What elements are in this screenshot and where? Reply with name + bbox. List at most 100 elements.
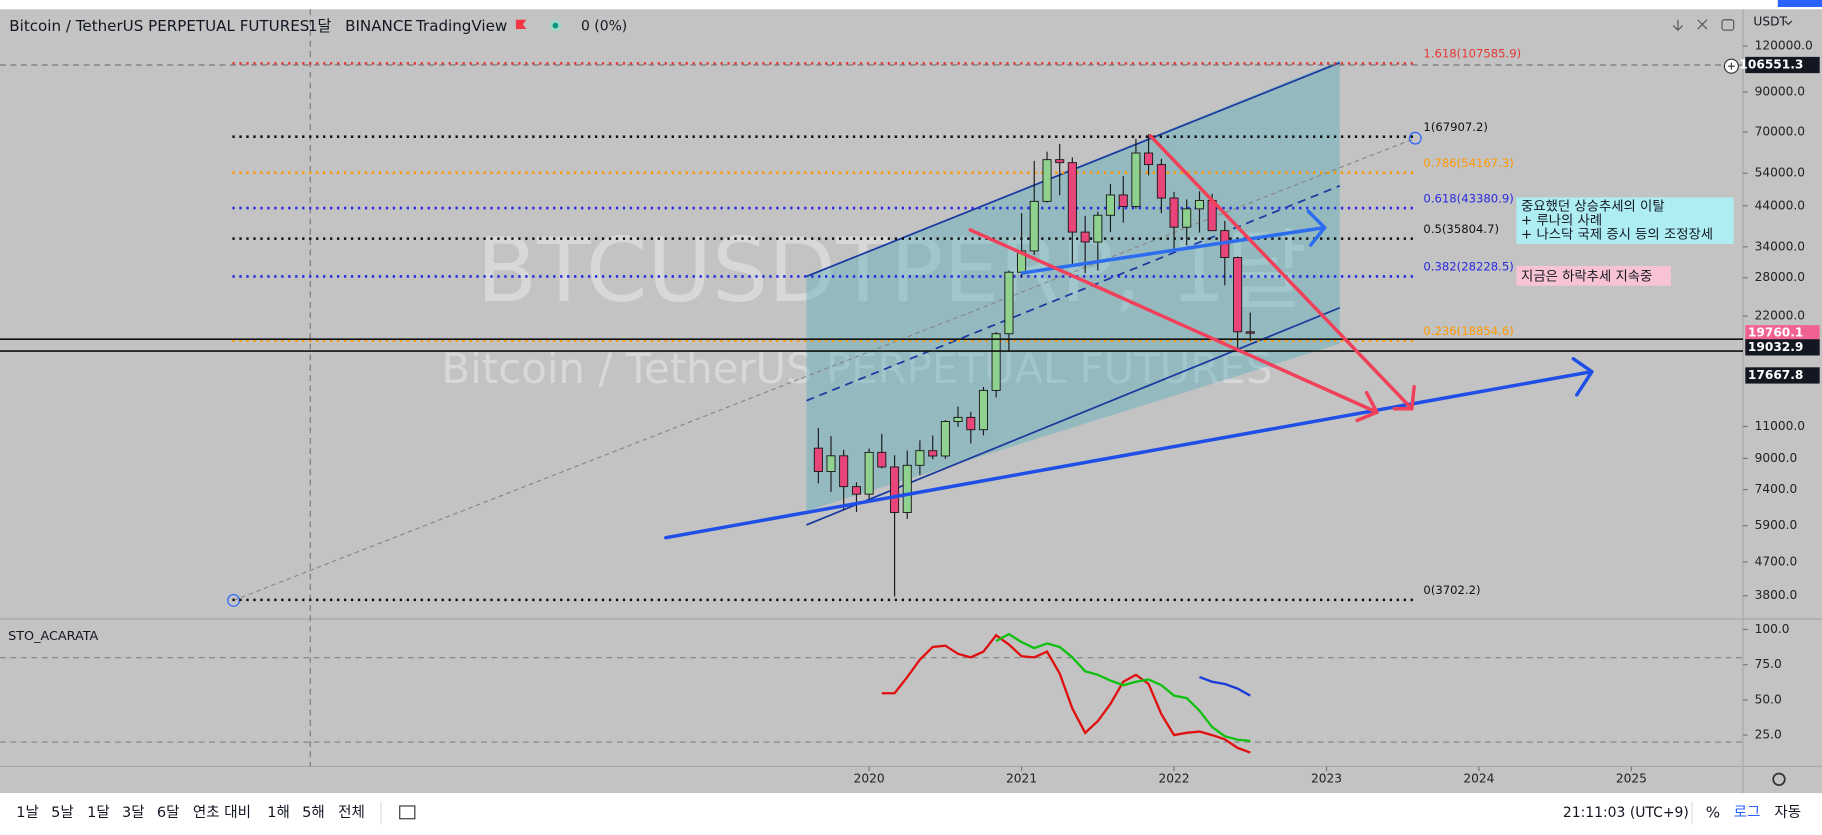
candle-body (1004, 271, 1014, 335)
price-tag-label: 17667.8 (1748, 368, 1804, 382)
candle-body (928, 450, 938, 457)
fib-label: 1.618(107585.9) (1423, 47, 1521, 61)
candle-body (1055, 159, 1065, 164)
y-tick-label: 9000.0 (1755, 451, 1798, 465)
candle-body (826, 455, 836, 472)
watermark-ticker: BTCUSDTPERP, 1달 (476, 219, 1307, 322)
x-tick-label: 2023 (1311, 772, 1342, 786)
candle-body (1233, 257, 1243, 333)
x-tick-label: 2020 (854, 772, 885, 786)
fib-label: 0.786(54167.3) (1423, 156, 1513, 170)
candle-body (1194, 199, 1205, 210)
candle-body (940, 421, 950, 457)
note-box (1516, 197, 1734, 244)
maximize-icon[interactable] (1721, 19, 1735, 31)
bottom-toolbar (0, 793, 1822, 835)
indicator-line (995, 632, 1251, 743)
interval[interactable]: 1달 (308, 17, 332, 35)
candle-body (978, 389, 989, 431)
settings-icon[interactable] (1772, 772, 1786, 786)
x-tick-label: 2025 (1616, 772, 1647, 786)
y-tick-label: 120000.0 (1755, 39, 1813, 53)
y-tick-label: 34000.0 (1755, 239, 1805, 253)
fib-trend-line (233, 137, 1416, 601)
range-button[interactable]: 3달 (122, 804, 145, 821)
plus-icon (1727, 62, 1735, 70)
arrow-red-steep (1148, 134, 1416, 411)
y-tick-label: 44000.0 (1755, 198, 1805, 212)
candle-body (851, 486, 862, 495)
candle-body (890, 466, 900, 513)
y-tick-label: 75.0 (1755, 657, 1782, 671)
percent-toggle[interactable]: % (1706, 803, 1720, 821)
indicator-title: STO_ACARATA (8, 629, 98, 644)
price-tag (1745, 339, 1820, 356)
price-tag (1745, 367, 1820, 384)
down-icon[interactable] (1672, 19, 1683, 32)
y-tick-label: 22000.0 (1755, 309, 1805, 323)
y-tick-label: 90000.0 (1755, 84, 1805, 98)
currency-caret (1784, 20, 1793, 26)
collapse-icon[interactable] (1697, 19, 1708, 30)
y-tick-label: 4700.0 (1755, 554, 1798, 568)
fib-label: 1(67907.2) (1423, 120, 1487, 134)
auto-toggle[interactable]: 자동 (1774, 804, 1801, 821)
price-tag-label: 19760.1 (1748, 326, 1804, 340)
candle-body (1029, 200, 1039, 252)
status-dot-core (552, 22, 559, 29)
channel-fill (806, 60, 1340, 511)
range-button[interactable]: 5날 (51, 804, 74, 821)
y-tick-label: 50.0 (1755, 692, 1782, 706)
x-tick-label: 2024 (1463, 772, 1494, 786)
fib-label: 0(3702.2) (1423, 583, 1480, 597)
change: 0 (0%) (581, 19, 627, 35)
range-button[interactable]: 1날 (16, 804, 39, 821)
arrows (664, 134, 1594, 540)
note-line: 중요했던 상승추세의 이탈 (1521, 199, 1665, 215)
price-tag-label: 106551.3 (1739, 57, 1803, 71)
pane-controls (1672, 19, 1735, 32)
anchor (1408, 131, 1422, 145)
candle-body (953, 416, 963, 422)
indicator-line (881, 633, 1251, 754)
watermark: BTCUSDTPERP, 1달 Bitcoin / TetherUS PERPE… (442, 219, 1308, 393)
range-button[interactable]: 전체 (338, 804, 365, 821)
candle-body (1067, 162, 1077, 233)
range-button[interactable]: 연초 대비 (193, 804, 251, 821)
date-range-icon[interactable] (399, 805, 416, 820)
price-tag (1745, 56, 1820, 74)
y-tick-label: 7400.0 (1755, 482, 1798, 496)
y-tick-label: 54000.0 (1755, 166, 1805, 180)
x-tick-label: 2021 (1006, 772, 1037, 786)
range-button[interactable]: 1달 (87, 804, 110, 821)
flag-icon[interactable] (515, 19, 527, 30)
currency[interactable]: USDT (1753, 15, 1787, 29)
candle-body (1144, 152, 1154, 166)
arrow-blue-short (1020, 209, 1327, 275)
candle-body (1245, 331, 1255, 334)
y-tick-label: 100.0 (1755, 622, 1790, 636)
fib-label: 0.618(43380.9) (1423, 191, 1513, 205)
candle-body (1118, 194, 1128, 207)
watermark-name: Bitcoin / TetherUS PERPETUAL FUTURES (442, 344, 1273, 393)
source: TradingView (415, 17, 507, 35)
note-line: + 나스닥 국제 증시 등의 조정장세 (1521, 227, 1713, 243)
fib-label: 0.382(28228.5) (1423, 260, 1513, 274)
symbol[interactable]: Bitcoin / TetherUS PERPETUAL FUTURES (9, 17, 309, 35)
candle-body (915, 450, 925, 466)
candle-body (991, 333, 1001, 391)
y-tick-label: 70000.0 (1755, 124, 1805, 138)
y-tick-label: 11000.0 (1755, 419, 1805, 433)
range-button[interactable]: 5해 (302, 804, 325, 821)
range-button[interactable]: 1해 (267, 804, 290, 821)
y-tick-label: 5900.0 (1755, 518, 1798, 532)
note-line: + 루나의 사례 (1521, 213, 1602, 229)
candle-body (1042, 159, 1052, 202)
candle-body (966, 416, 976, 431)
channel-mid (806, 185, 1341, 402)
log-toggle[interactable]: 로그 (1734, 805, 1761, 821)
candle-body (1093, 214, 1103, 243)
range-button[interactable]: 6달 (157, 804, 180, 821)
